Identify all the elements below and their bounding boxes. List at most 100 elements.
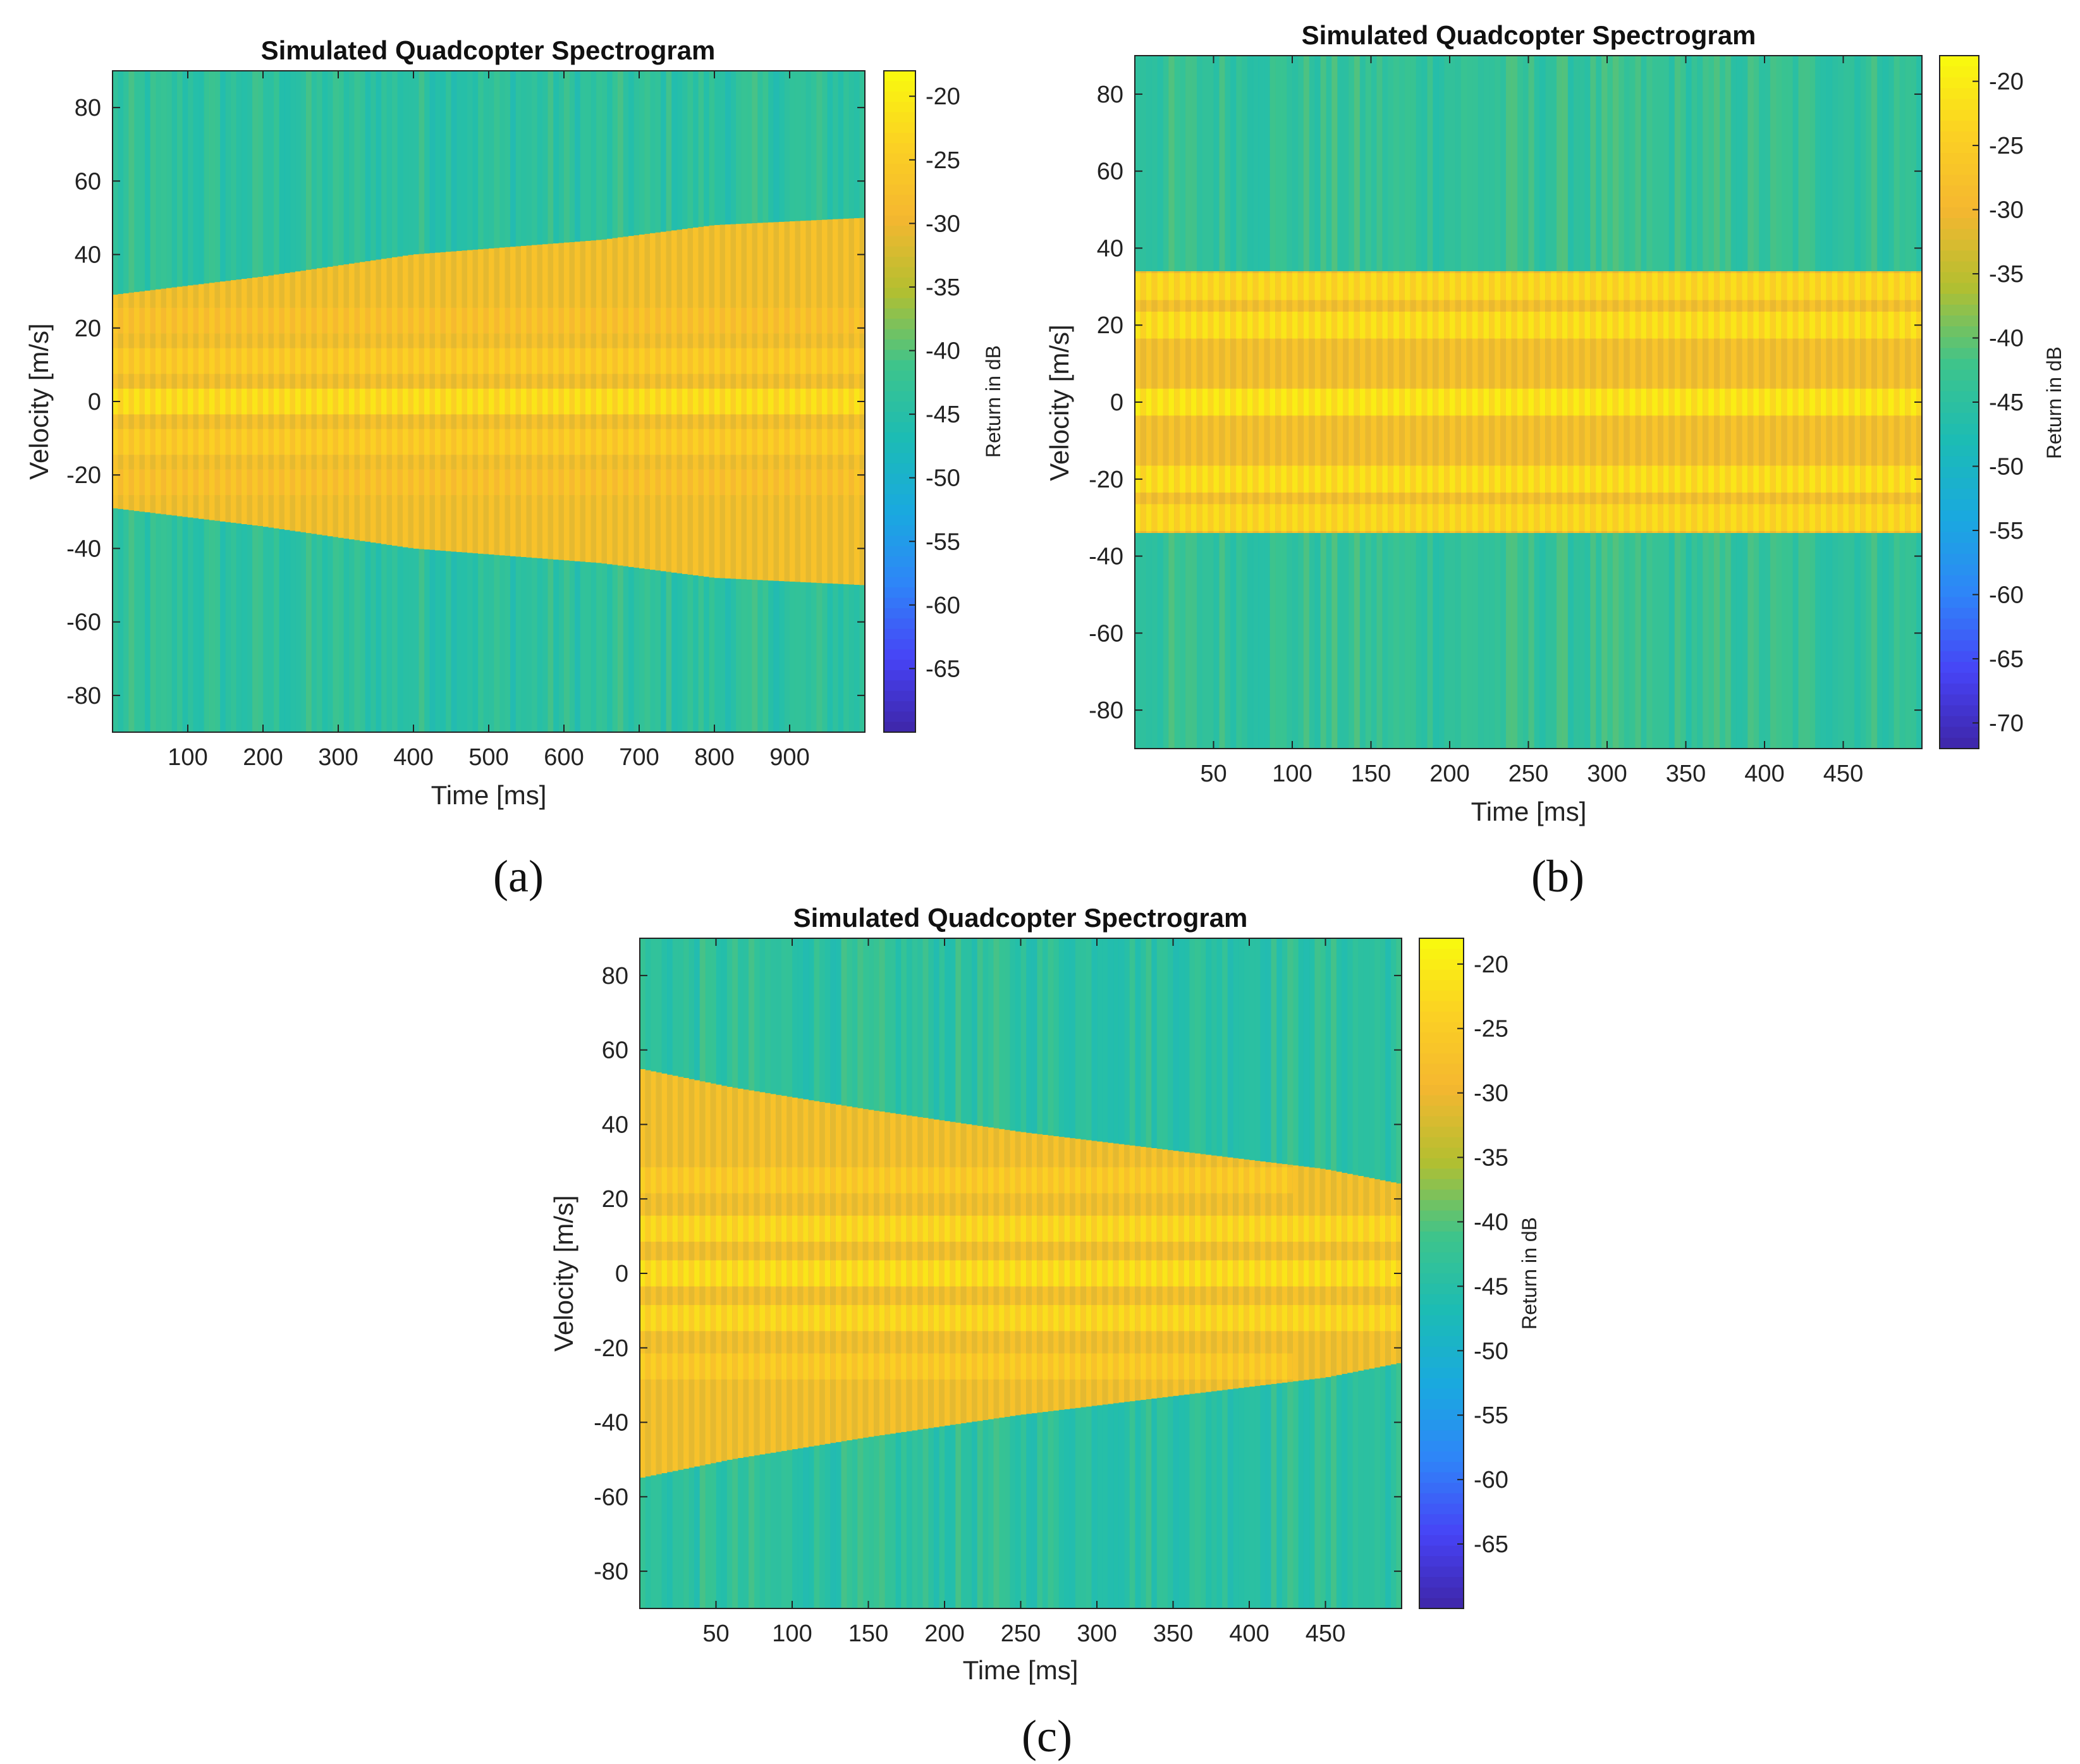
heatmap-cell [1629,273,1636,300]
heatmap-cell [247,348,253,374]
heatmap-cell [370,429,377,455]
heatmap-cell [1075,1305,1081,1332]
colorbar-segment [1940,391,1979,403]
colorbar-tick-label: -25 [926,147,960,174]
heatmap-cell [726,1260,733,1287]
heatmap-cell [847,1260,853,1287]
heatmap-cell [1269,273,1276,300]
heatmap-cell [714,469,721,496]
heatmap-cell [311,469,317,496]
heatmap-cell [656,1305,662,1332]
heatmap-cell [1759,273,1765,300]
heatmap-cell [699,1167,706,1194]
heatmap-cell [859,469,866,496]
heatmap-cell [852,1353,858,1380]
heatmap-cell [1888,311,1895,339]
heatmap-cell [242,388,248,415]
heatmap-cell [1714,465,1720,493]
heatmap-cell [628,348,635,374]
colorbar-segment [1940,120,1979,132]
heatmap-cell [1562,388,1569,416]
heatmap-cell [1358,1215,1364,1242]
heatmap-cell [857,1260,864,1287]
heatmap-cell [290,469,296,496]
heatmap-cell [274,348,280,374]
heatmap-cell [1562,273,1569,300]
heatmap-cell [1539,465,1546,493]
heatmap-cell [558,388,565,415]
heatmap-cell [1624,311,1630,339]
heatmap-cell [585,348,592,374]
colorbar-segment [1940,66,1979,78]
y-tick-label: -40 [594,1410,628,1436]
heatmap-cell [365,348,371,374]
heatmap-cell [1287,1353,1294,1380]
colorbar-segment [1940,229,1979,240]
heatmap-cell [762,429,769,455]
heatmap-cell [824,1353,831,1380]
heatmap-cell [709,307,715,334]
heatmap-cell [1742,388,1748,416]
heatmap-cell [1382,311,1388,339]
heatmap-cell [188,307,194,334]
heatmap-cell [803,1305,809,1332]
heatmap-cell [1331,311,1338,339]
heatmap-cell [1053,1167,1060,1194]
heatmap-cell [1703,504,1709,531]
heatmap-cell [1303,504,1310,531]
heatmap-cell [1635,465,1641,493]
heatmap-cell [955,1353,962,1380]
heatmap-cell [988,1167,994,1194]
heatmap-cell [698,348,704,374]
heatmap-cell [360,348,366,374]
heatmap-cell [419,307,425,334]
heatmap-cell [1534,465,1540,493]
heatmap-cell [1511,388,1518,416]
heatmap-cell [1292,311,1299,339]
heatmap-cell [327,348,334,374]
heatmap-cell [874,1353,880,1380]
heatmap-cell [933,1305,939,1332]
heatmap-cell [1202,388,1209,416]
heatmap-cell [1269,504,1276,531]
colorbar-segment [884,122,915,133]
heatmap-cell [279,348,285,374]
heatmap-cell [822,388,828,415]
heatmap-cell [628,388,635,415]
heatmap-cell [710,1215,717,1242]
x-tick-label: 50 [702,1620,729,1647]
heatmap-cell [413,348,420,374]
heatmap-cell [343,307,350,334]
heatmap-cell [1202,273,1209,300]
heatmap-cell [1168,465,1175,493]
heatmap-cell [1162,1353,1168,1380]
heatmap-cell [1905,311,1911,339]
heatmap-cell [1522,388,1529,416]
heatmap-cell [721,1215,728,1242]
heatmap-cell [263,348,269,374]
heatmap-cell [1281,388,1287,416]
heatmap-cell [704,307,710,334]
colorbar-segment [1940,413,1979,425]
heatmap-cell [811,307,817,334]
heatmap-cell [884,1260,891,1287]
heatmap-cell [841,1305,847,1332]
heatmap-cell [874,1167,880,1194]
heatmap-cell [612,307,618,334]
heatmap-cell [145,307,151,334]
colorbar-segment [1419,948,1464,960]
y-tick-label: 40 [1097,235,1123,262]
colorbar-segment [1940,608,1979,620]
heatmap-cell [569,388,575,415]
heatmap-cell [1163,311,1169,339]
heatmap-cell [743,1305,749,1332]
heatmap-cell [494,348,500,374]
heatmap-cell [667,1167,673,1194]
heatmap-cell [699,1260,706,1287]
colorbar-segment [1940,315,1979,327]
heatmap-cell [822,307,828,334]
heatmap-cell [1260,1305,1266,1332]
heatmap-cell [1265,1305,1271,1332]
heatmap-cell [462,469,468,496]
colorbar-tick-label: -50 [1474,1338,1508,1364]
